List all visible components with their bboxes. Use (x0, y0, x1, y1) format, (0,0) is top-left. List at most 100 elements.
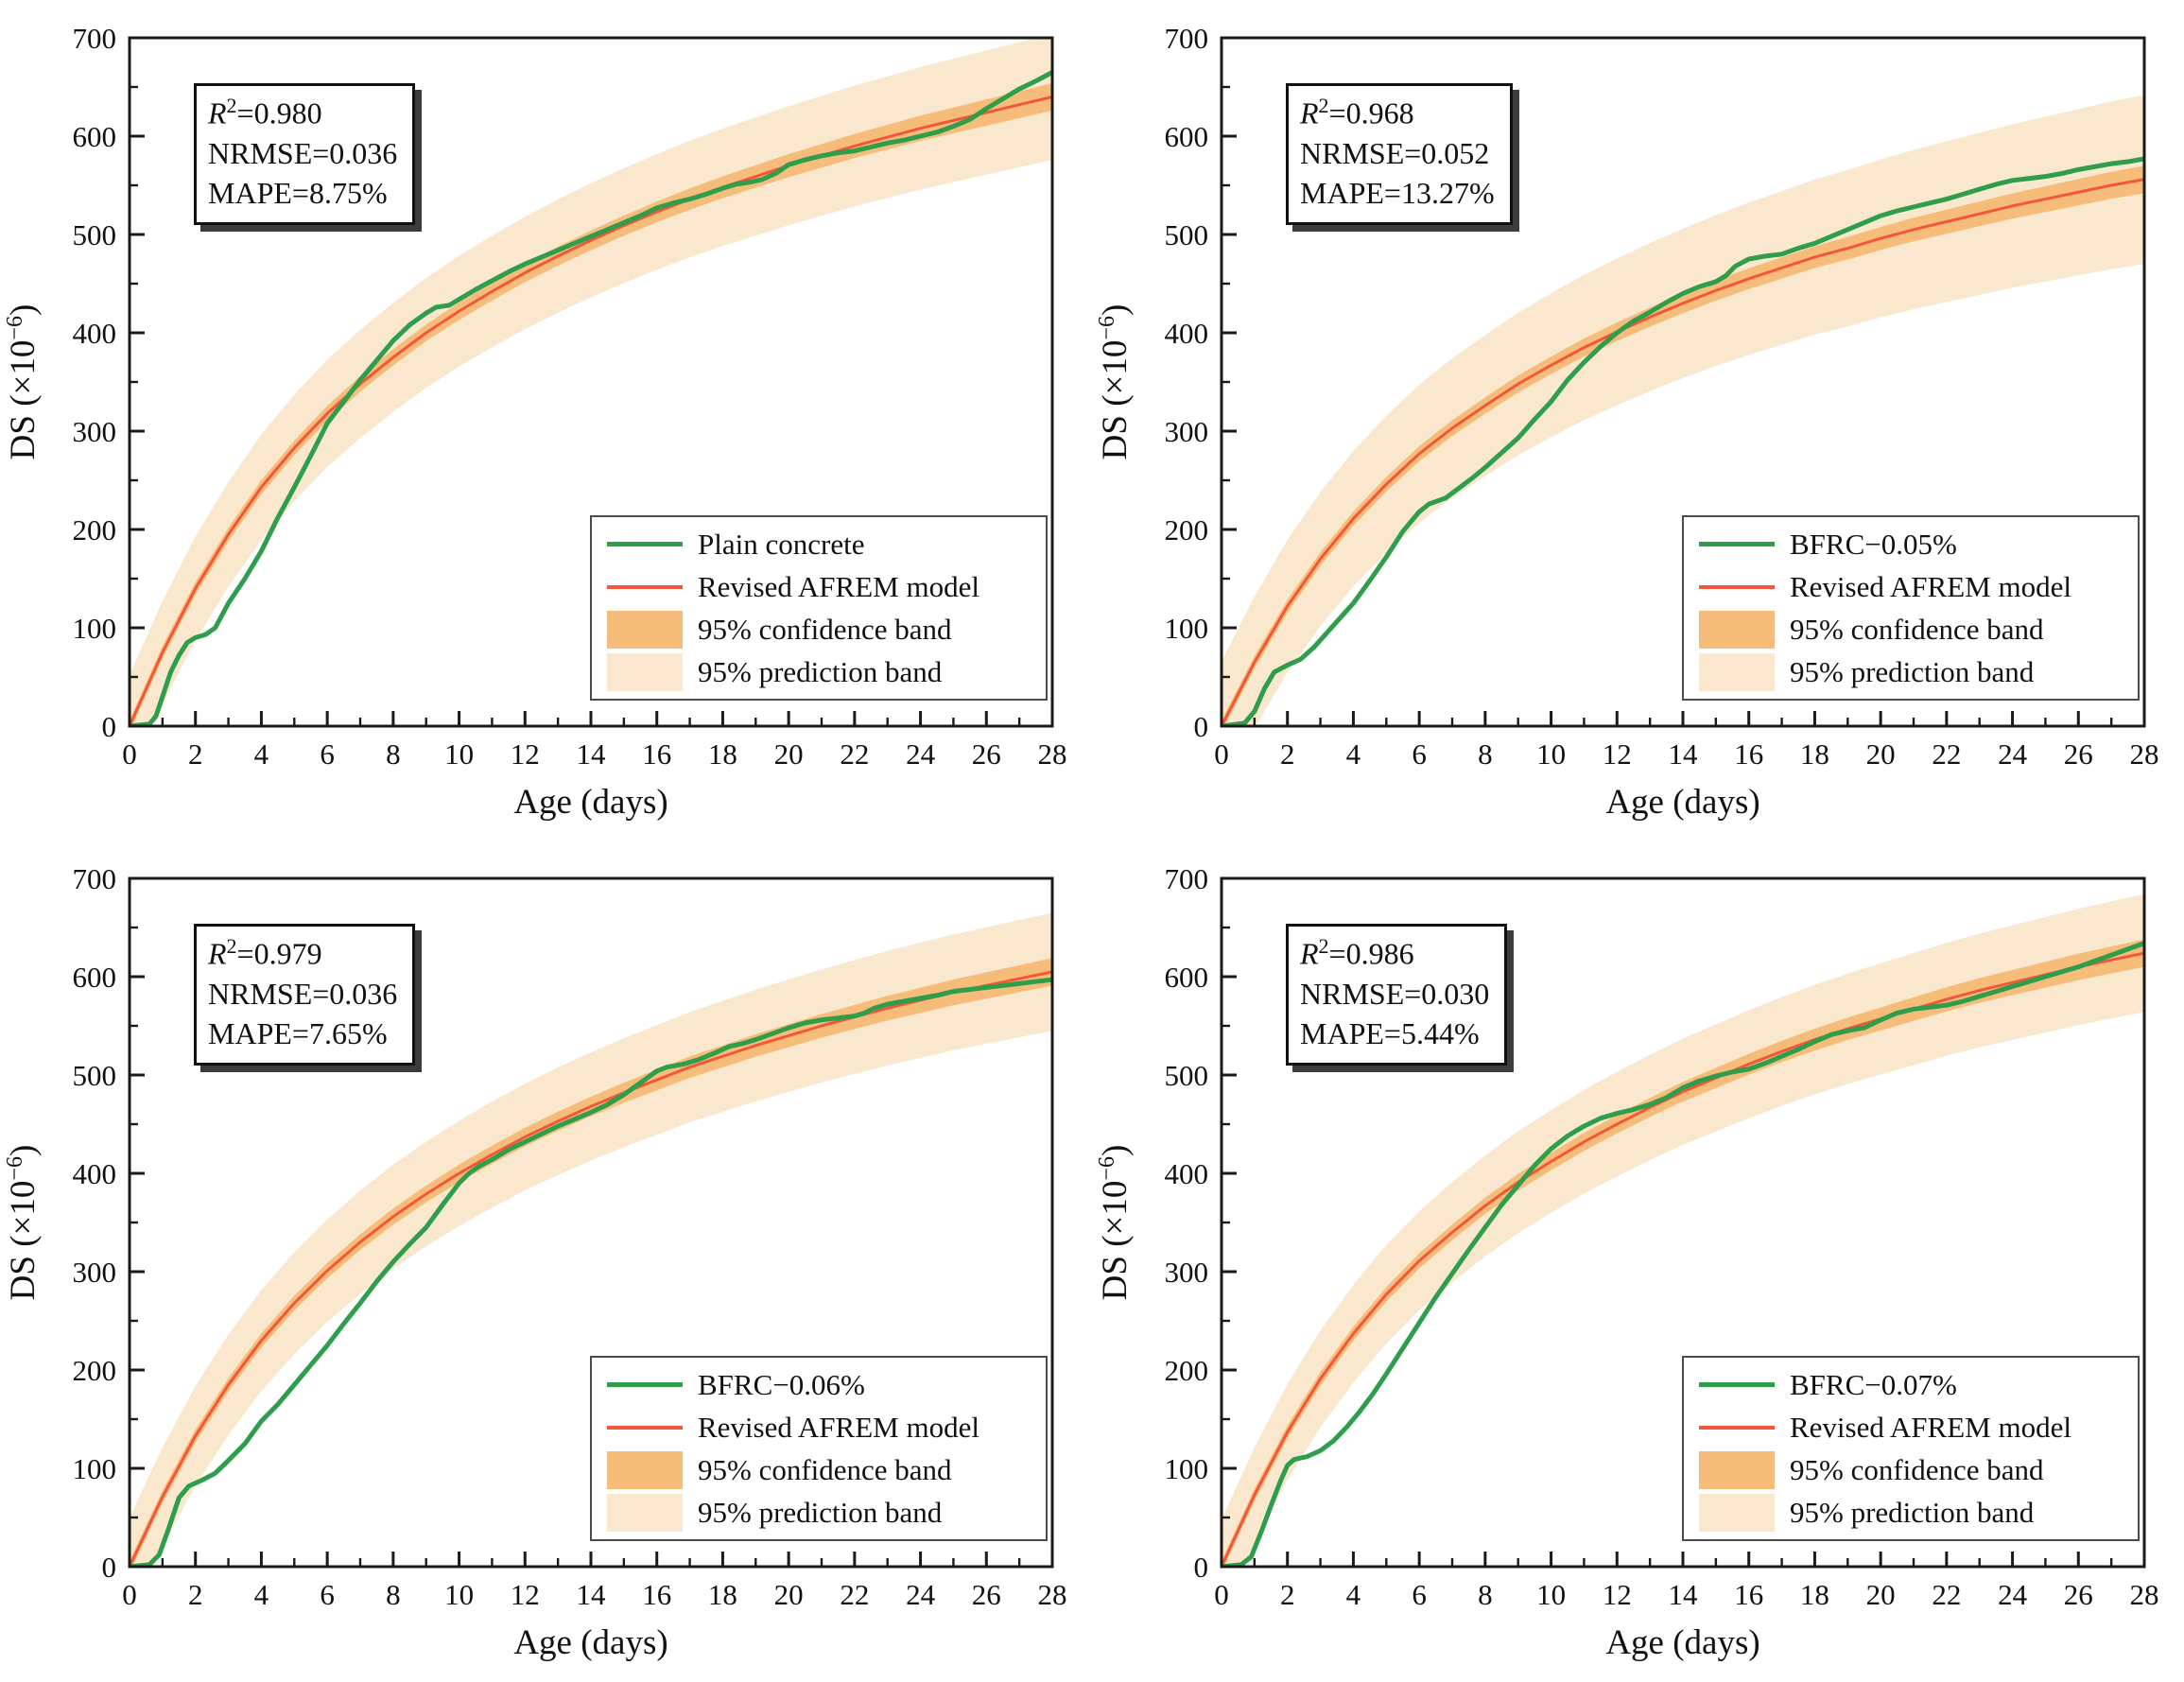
x-tick-label: 26 (972, 737, 1001, 771)
model-line (130, 95, 1052, 726)
r-label: R (1300, 936, 1319, 971)
confidence-band-swatch (607, 1450, 683, 1489)
r-label: R (208, 95, 227, 130)
prediction-band-swatch (1699, 1493, 1775, 1532)
legend-label: 95% confidence band (698, 612, 952, 646)
chart-bfrc-007: 0 2 4 6 8 10 12 14 16 18 20 22 24 26 28 0 100 200 300 400 50… (1092, 841, 2184, 1682)
measured-line (130, 977, 1052, 1567)
chart-plain-concrete: 0 2 4 6 8 10 12 14 16 18 20 22 24 26 28 0 100 200 300 400 50… (0, 0, 1092, 841)
r-sup: 2 (226, 934, 237, 958)
y-tick-label: 400 (1165, 1157, 1209, 1190)
x-tick-label: 2 (188, 737, 203, 771)
measured-line-sample (607, 1382, 683, 1387)
legend-label: BFRC−0.06% (698, 1367, 865, 1401)
y-tick-label: 600 (73, 961, 117, 994)
x-axis-title: Age (days) (513, 783, 667, 822)
x-tick-label: 14 (577, 737, 607, 771)
legend-label: BFRC−0.05% (1790, 527, 1957, 561)
chart-bfrc-005: 0 2 4 6 8 10 12 14 16 18 20 22 24 26 28 0 100 200 300 400 50… (1092, 0, 2184, 841)
measured-line (1222, 156, 2144, 726)
legend-item-measured: Plain concrete (607, 523, 1040, 565)
x-tick-label: 8 (386, 1578, 401, 1611)
x-tick-label: 2 (188, 1578, 203, 1611)
legend-item-measured: BFRC−0.05% (1699, 523, 2132, 565)
y-tick-label: 200 (73, 1354, 117, 1387)
y-tick-label: 0 (1194, 710, 1209, 743)
x-tick-label: 20 (1866, 737, 1896, 771)
x-tick-label: 0 (1214, 1578, 1229, 1611)
legend-label: 95% prediction band (1790, 1495, 2035, 1529)
prediction-band-swatch (607, 1493, 683, 1532)
x-tick-label: 22 (840, 1578, 869, 1611)
stat-r2: R2=0.979 (208, 932, 397, 974)
x-tick-label: 12 (511, 737, 540, 771)
legend-label: Revised AFREM model (698, 569, 979, 603)
plot-plain-concrete: 0 2 4 6 8 10 12 14 16 18 20 22 24 26 28010020030040050… (3, 22, 1067, 822)
r2-value: =0.968 (1328, 95, 1414, 130)
x-tick-label: 18 (708, 737, 737, 771)
x-tick-label: 28 (2130, 1578, 2159, 1611)
measured-line (130, 69, 1052, 726)
prediction-band (1222, 893, 2144, 1567)
y-axis-title: DS (×10−6) (3, 304, 43, 460)
prediction-band-swatch (1699, 652, 1775, 691)
x-tick-label: 26 (2064, 1578, 2093, 1611)
model-line (1222, 951, 2144, 1567)
legend-label: 95% confidence band (1790, 612, 2044, 646)
r2-value: =0.979 (236, 936, 322, 971)
x-tick-label: 24 (1998, 737, 2028, 771)
x-tick-label: 16 (1734, 737, 1763, 771)
stats-box: R2=0.980 NRMSE=0.036 MAPE=8.75% (194, 83, 416, 226)
x-tick-label: 4 (1346, 1578, 1361, 1611)
x-tick-label: 14 (1669, 737, 1699, 771)
r-label: R (1300, 95, 1319, 130)
prediction-band (130, 912, 1052, 1567)
y-tick-label: 500 (73, 1059, 117, 1092)
y-axis-title: DS (×10−6) (1095, 1145, 1135, 1301)
legend-label: Revised AFREM model (698, 1410, 979, 1444)
x-tick-label: 12 (1603, 737, 1632, 771)
confidence-band-swatch (1699, 610, 1775, 649)
legend-label: 95% prediction band (698, 654, 943, 688)
stat-r2: R2=0.968 (1300, 92, 1495, 133)
model-line-sample (1699, 584, 1775, 589)
y-tick-label: 200 (73, 513, 117, 546)
y-tick-label: 300 (1165, 415, 1209, 448)
y-tick-label: 300 (73, 1256, 117, 1289)
model-line (1222, 178, 2144, 726)
x-tick-label: 20 (774, 1578, 804, 1611)
y-tick-label: 100 (1165, 612, 1209, 645)
legend-label: 95% confidence band (1790, 1452, 2044, 1486)
x-tick-label: 18 (708, 1578, 737, 1611)
y-tick-label: 600 (1165, 961, 1209, 994)
measured-line-sample (607, 542, 683, 546)
y-tick-label: 300 (73, 415, 117, 448)
x-tick-label: 18 (1800, 1578, 1829, 1611)
model-line-sample (607, 1425, 683, 1430)
legend-item-model: Revised AFREM model (607, 565, 1040, 608)
plot-border (128, 36, 1054, 728)
x-tick-label: 12 (1603, 1578, 1632, 1611)
stat-r2: R2=0.980 (208, 92, 397, 133)
y-tick-label: 100 (73, 612, 117, 645)
r-sup: 2 (1318, 934, 1329, 958)
y-tick-label: 200 (1165, 1354, 1209, 1387)
x-tick-label: 8 (1478, 1578, 1493, 1611)
prediction-band (130, 38, 1052, 726)
model-line-sample (607, 584, 683, 589)
stat-r2: R2=0.986 (1300, 932, 1489, 974)
x-axis-title: Age (days) (1605, 783, 1759, 822)
plot-bfrc-007: 0 2 4 6 8 10 12 14 16 18 20 22 24 26 28010020030040050… (1095, 862, 2159, 1662)
legend-item-confidence: 95% confidence band (1699, 1448, 2132, 1491)
x-tick-label: 20 (1866, 1578, 1896, 1611)
legend-item-prediction: 95% prediction band (1699, 650, 2132, 693)
x-tick-label: 0 (122, 737, 137, 771)
stat-mape: MAPE=8.75% (208, 176, 388, 211)
confidence-band-swatch (1699, 1450, 1775, 1489)
x-tick-label: 14 (1669, 1578, 1699, 1611)
legend-item-confidence: 95% confidence band (607, 1448, 1040, 1491)
y-tick-label: 600 (73, 120, 117, 153)
legend-item-confidence: 95% confidence band (1699, 608, 2132, 650)
x-tick-label: 16 (1734, 1578, 1763, 1611)
legend: BFRC−0.07% Revised AFREM model 95% confi… (1682, 1356, 2140, 1541)
